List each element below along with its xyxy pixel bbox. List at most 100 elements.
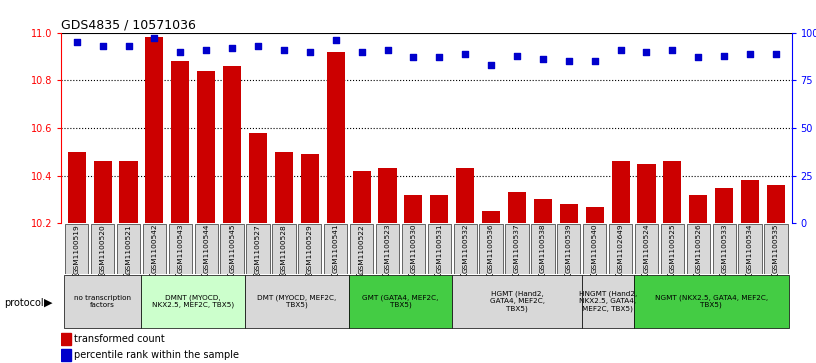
Point: [692, 54, 705, 60]
Text: HGMT (Hand2,
GATA4, MEF2C,
TBX5): HGMT (Hand2, GATA4, MEF2C, TBX5): [490, 291, 544, 312]
Point: [743, 51, 756, 57]
Text: GSM1100543: GSM1100543: [177, 224, 184, 273]
Bar: [249, 133, 267, 223]
Point: [640, 49, 653, 55]
FancyBboxPatch shape: [609, 224, 632, 274]
Point: [355, 49, 368, 55]
Point: [70, 39, 83, 45]
Text: GDS4835 / 10571036: GDS4835 / 10571036: [61, 19, 196, 32]
Text: GSM1100544: GSM1100544: [203, 224, 209, 273]
Bar: [482, 211, 500, 223]
Point: [407, 54, 420, 60]
FancyBboxPatch shape: [505, 224, 529, 274]
Bar: [223, 66, 242, 223]
Bar: [430, 195, 448, 223]
Text: GSM1100545: GSM1100545: [229, 224, 235, 273]
Bar: [663, 161, 681, 223]
Bar: [637, 164, 655, 223]
FancyBboxPatch shape: [64, 274, 141, 328]
Text: GSM1100535: GSM1100535: [773, 224, 779, 273]
FancyBboxPatch shape: [583, 224, 606, 274]
Bar: [68, 152, 86, 223]
FancyBboxPatch shape: [273, 224, 295, 274]
Text: percentile rank within the sample: percentile rank within the sample: [74, 350, 239, 360]
Text: GSM1100529: GSM1100529: [307, 224, 313, 274]
Text: GSM1100539: GSM1100539: [565, 224, 572, 273]
FancyBboxPatch shape: [401, 224, 425, 274]
FancyBboxPatch shape: [169, 224, 192, 274]
Point: [174, 49, 187, 55]
Text: GSM1100525: GSM1100525: [669, 224, 676, 273]
Point: [251, 43, 264, 49]
Text: GSM1100523: GSM1100523: [384, 224, 391, 273]
Text: GSM1100531: GSM1100531: [437, 224, 442, 273]
Point: [536, 56, 549, 62]
Bar: [611, 161, 630, 223]
Text: GSM1100521: GSM1100521: [126, 224, 131, 274]
Text: GSM1100541: GSM1100541: [333, 224, 339, 273]
Bar: [741, 180, 759, 223]
FancyBboxPatch shape: [712, 224, 736, 274]
Text: GSM1100522: GSM1100522: [358, 224, 365, 274]
Text: GMT (GATA4, MEF2C,
TBX5): GMT (GATA4, MEF2C, TBX5): [362, 294, 439, 308]
Text: GSM1102649: GSM1102649: [618, 224, 623, 273]
Point: [769, 51, 783, 57]
FancyBboxPatch shape: [765, 224, 787, 274]
FancyBboxPatch shape: [376, 224, 399, 274]
FancyBboxPatch shape: [428, 224, 451, 274]
Text: HNGMT (Hand2,
NKX2.5, GATA4,
MEF2C, TBX5): HNGMT (Hand2, NKX2.5, GATA4, MEF2C, TBX5…: [579, 291, 636, 312]
FancyBboxPatch shape: [661, 224, 684, 274]
Point: [614, 47, 628, 53]
Text: no transcription
factors: no transcription factors: [74, 295, 131, 308]
Point: [277, 47, 290, 53]
Point: [148, 36, 161, 41]
Text: GSM1100524: GSM1100524: [644, 224, 650, 273]
Bar: [326, 52, 345, 223]
Point: [96, 43, 109, 49]
Bar: [301, 154, 319, 223]
FancyBboxPatch shape: [738, 224, 762, 274]
Text: GSM1100527: GSM1100527: [255, 224, 261, 274]
Bar: [767, 185, 785, 223]
Bar: [456, 168, 474, 223]
Bar: [197, 71, 215, 223]
FancyBboxPatch shape: [65, 224, 88, 274]
Text: GSM1100533: GSM1100533: [721, 224, 727, 273]
Text: DMNT (MYOCD,
NKX2.5, MEF2C, TBX5): DMNT (MYOCD, NKX2.5, MEF2C, TBX5): [153, 294, 234, 308]
Point: [485, 62, 498, 68]
FancyBboxPatch shape: [143, 224, 166, 274]
FancyBboxPatch shape: [350, 224, 373, 274]
FancyBboxPatch shape: [454, 224, 477, 274]
Bar: [171, 61, 189, 223]
Text: GSM1100540: GSM1100540: [592, 224, 597, 273]
Text: protocol: protocol: [4, 298, 44, 308]
FancyBboxPatch shape: [324, 224, 348, 274]
Point: [122, 43, 135, 49]
Point: [459, 51, 472, 57]
Text: ▶: ▶: [44, 298, 52, 308]
Point: [381, 47, 394, 53]
Bar: [275, 152, 293, 223]
Point: [717, 53, 730, 58]
Bar: [61, 333, 71, 345]
Bar: [405, 195, 423, 223]
FancyBboxPatch shape: [531, 224, 555, 274]
Text: GSM1100542: GSM1100542: [152, 224, 157, 273]
FancyBboxPatch shape: [117, 224, 140, 274]
Text: GSM1100532: GSM1100532: [462, 224, 468, 273]
Point: [666, 47, 679, 53]
Bar: [586, 207, 604, 223]
FancyBboxPatch shape: [141, 274, 245, 328]
Text: GSM1100520: GSM1100520: [100, 224, 105, 274]
Point: [225, 45, 238, 51]
Text: GSM1100536: GSM1100536: [488, 224, 494, 273]
FancyBboxPatch shape: [686, 224, 710, 274]
FancyBboxPatch shape: [91, 224, 114, 274]
Text: GSM1100526: GSM1100526: [695, 224, 701, 273]
Point: [562, 58, 575, 64]
Text: GSM1100530: GSM1100530: [410, 224, 416, 273]
FancyBboxPatch shape: [480, 224, 503, 274]
Text: GSM1100528: GSM1100528: [281, 224, 287, 274]
Bar: [508, 192, 526, 223]
Text: GSM1100537: GSM1100537: [514, 224, 520, 273]
